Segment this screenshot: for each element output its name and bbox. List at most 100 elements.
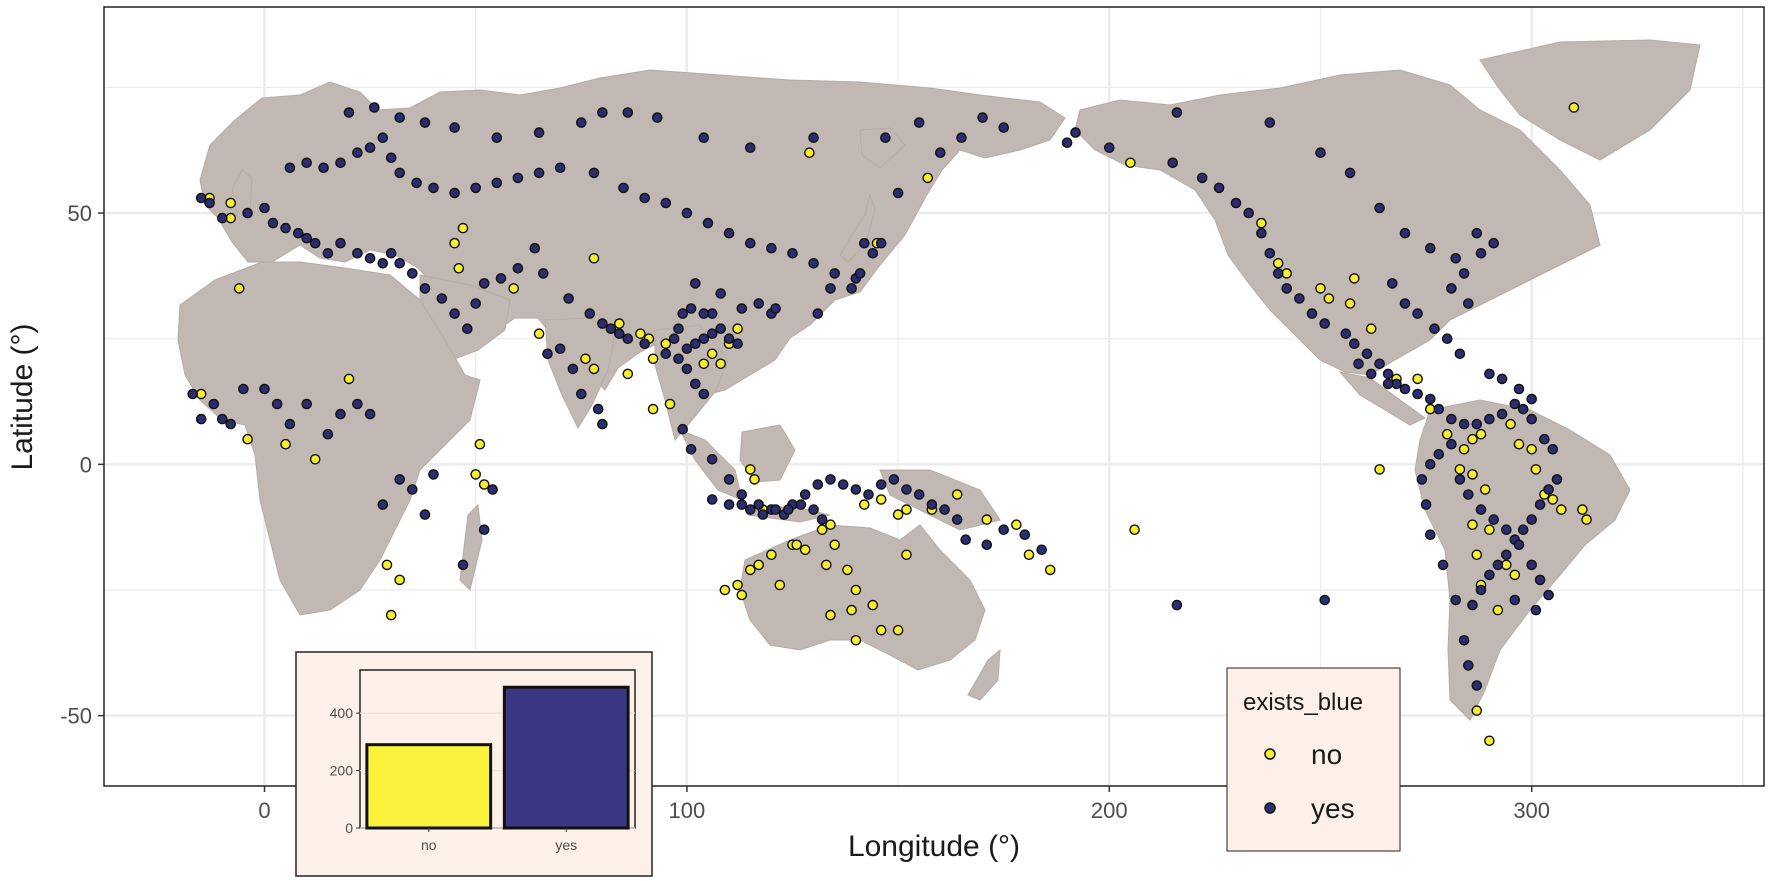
point-yes — [1463, 660, 1474, 671]
point-no — [1475, 428, 1487, 440]
point-no — [1412, 373, 1423, 385]
point-yes — [322, 247, 334, 259]
point-yes — [1475, 247, 1487, 259]
point-no — [647, 403, 659, 415]
point-no — [1441, 428, 1453, 440]
inset-x-tick-label: yes — [555, 837, 577, 853]
point-yes — [783, 504, 794, 515]
point-yes — [1425, 529, 1436, 541]
point-yes — [1492, 559, 1504, 571]
point-yes — [1243, 207, 1254, 219]
point-yes — [913, 489, 925, 500]
point-yes — [195, 192, 207, 204]
point-yes — [352, 147, 363, 158]
point-no — [951, 489, 963, 500]
point-yes — [449, 187, 460, 199]
point-no — [470, 469, 482, 480]
point-yes — [736, 303, 748, 314]
point-yes — [1294, 293, 1305, 304]
point-yes — [1450, 252, 1461, 264]
point-yes — [875, 479, 887, 490]
point-yes — [698, 388, 710, 400]
point-yes — [888, 474, 900, 485]
point-yes — [622, 333, 634, 345]
point-yes — [495, 273, 507, 284]
point-yes — [1488, 237, 1499, 249]
point-yes — [1475, 504, 1487, 515]
point-yes — [301, 398, 313, 410]
point-no — [614, 318, 625, 329]
point-yes — [512, 262, 524, 274]
point-yes — [542, 348, 553, 360]
point-yes — [1509, 594, 1521, 606]
point-yes — [1382, 368, 1394, 380]
point-yes — [216, 212, 228, 224]
point-no — [736, 589, 748, 601]
point-no — [1374, 464, 1385, 475]
point-yes — [394, 112, 406, 123]
point-yes — [428, 469, 439, 480]
point-yes — [512, 172, 524, 184]
point-no — [1044, 564, 1056, 576]
point-yes — [419, 117, 431, 128]
point-yes — [187, 388, 198, 400]
point-no — [732, 579, 743, 591]
legend-label-yes: yes — [1311, 793, 1355, 824]
map-points — [187, 102, 1592, 747]
point-yes — [913, 117, 925, 128]
point-yes — [854, 268, 866, 279]
point-no — [1323, 293, 1335, 304]
point-yes — [343, 107, 355, 118]
point-no — [859, 499, 870, 510]
point-no — [1467, 519, 1478, 531]
point-yes — [242, 207, 253, 219]
point-no — [829, 539, 841, 551]
point-yes — [799, 489, 811, 500]
point-no — [1509, 569, 1521, 581]
point-no — [1530, 464, 1542, 475]
point-yes — [449, 122, 460, 133]
point-yes — [352, 398, 363, 410]
point-yes — [652, 112, 663, 123]
point-yes — [461, 323, 473, 335]
point-yes — [491, 177, 503, 189]
point-yes — [1517, 403, 1529, 415]
point-yes — [1412, 388, 1423, 400]
point-no — [875, 624, 887, 636]
point-yes — [1070, 127, 1081, 138]
point-yes — [956, 132, 967, 143]
point-yes — [829, 268, 841, 279]
point-no — [588, 363, 600, 375]
point-yes — [1441, 333, 1453, 345]
point-yes — [1526, 393, 1537, 405]
point-yes — [605, 323, 617, 335]
point-no — [1471, 705, 1483, 716]
legend-key-no — [1264, 748, 1276, 760]
point-no — [875, 494, 887, 505]
point-yes — [808, 132, 819, 143]
point-no — [732, 323, 743, 335]
point-yes — [1526, 514, 1537, 525]
point-yes — [1496, 408, 1508, 420]
point-yes — [1349, 338, 1360, 350]
point-yes — [698, 132, 710, 143]
point-yes — [377, 499, 389, 510]
point-no — [825, 519, 836, 531]
point-yes — [1344, 167, 1356, 179]
inset-axes: 0 200 400 no yes — [330, 705, 578, 853]
point-no — [791, 539, 803, 551]
point-yes — [723, 474, 735, 485]
point-yes — [1399, 227, 1411, 239]
point-yes — [715, 288, 727, 299]
point-yes — [753, 499, 765, 510]
point-yes — [1484, 569, 1495, 581]
point-yes — [1488, 514, 1499, 525]
point-yes — [352, 247, 363, 259]
point-yes — [1213, 182, 1225, 194]
point-no — [1568, 102, 1580, 113]
x-axis-title: Longitude (°) — [848, 830, 1020, 863]
point-no — [901, 504, 912, 515]
point-yes — [487, 484, 498, 495]
point-no — [901, 549, 912, 561]
point-yes — [1513, 383, 1525, 395]
